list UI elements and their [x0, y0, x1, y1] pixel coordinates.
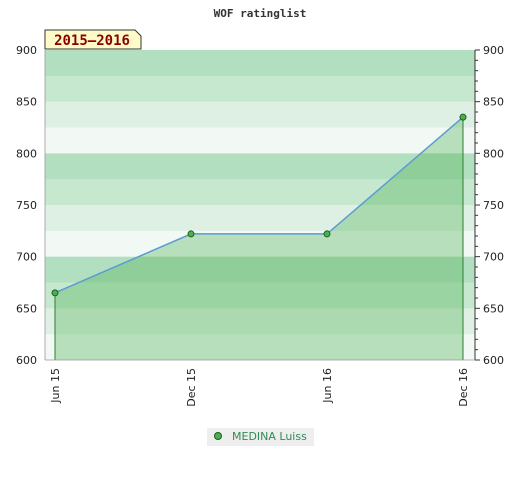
x-tick-label: Jun 15: [49, 368, 62, 404]
background-band: [45, 75, 475, 103]
legend-label: MEDINA Luiss: [232, 430, 307, 443]
y-tick-label-right: 700: [483, 251, 504, 264]
background-band: [45, 282, 475, 309]
y-tick-label-right: 600: [483, 354, 504, 367]
legend-marker-icon: [214, 432, 222, 440]
background-band: [45, 308, 475, 335]
background-band: [45, 230, 475, 258]
y-tick-label-left: 850: [16, 96, 37, 109]
background-band: [45, 205, 475, 232]
background-band: [45, 127, 475, 154]
y-tick-label-left: 800: [16, 147, 37, 160]
series-area: [54, 116, 464, 361]
data-point[interactable]: [187, 230, 195, 238]
background-band: [45, 179, 475, 206]
background-bands: [45, 50, 475, 361]
y-tick-label-right: 900: [483, 44, 504, 57]
x-tick-label: Dec 16: [457, 368, 470, 407]
y-tick-label-right: 850: [483, 96, 504, 109]
season-label-box: 2015–2016: [44, 29, 142, 50]
axes: 600 600 650 650 700 700 750 750 800 800 850 850 900 9…: [16, 44, 504, 407]
background-band: [45, 101, 475, 128]
data-point[interactable]: [459, 113, 467, 121]
season-label: 2015–2016: [54, 33, 130, 49]
y-tick-label-left: 600: [16, 354, 37, 367]
y-tick-label-right: 750: [483, 199, 504, 212]
data-point[interactable]: [323, 230, 331, 238]
y-tick-label-left: 650: [16, 302, 37, 315]
y-tick-label-left: 900: [16, 44, 37, 57]
y-tick-label-left: 750: [16, 199, 37, 212]
x-tick-label: Dec 15: [185, 368, 198, 407]
chart-title: WOF ratinglist: [214, 7, 307, 20]
data-point[interactable]: [51, 289, 59, 297]
y-tick-label-right: 650: [483, 302, 504, 315]
background-band: [45, 50, 475, 77]
series-points: [51, 113, 467, 297]
background-band: [45, 153, 475, 180]
y-tick-label-left: 700: [16, 251, 37, 264]
background-band: [45, 256, 475, 283]
background-band: [45, 334, 475, 361]
legend[interactable]: MEDINA Luiss: [207, 428, 314, 446]
y-tick-label-right: 800: [483, 147, 504, 160]
legend-box: [207, 428, 314, 446]
x-tick-label: Jun 16: [321, 368, 334, 404]
series-line: [54, 116, 464, 294]
series-area-fill: [55, 117, 463, 361]
